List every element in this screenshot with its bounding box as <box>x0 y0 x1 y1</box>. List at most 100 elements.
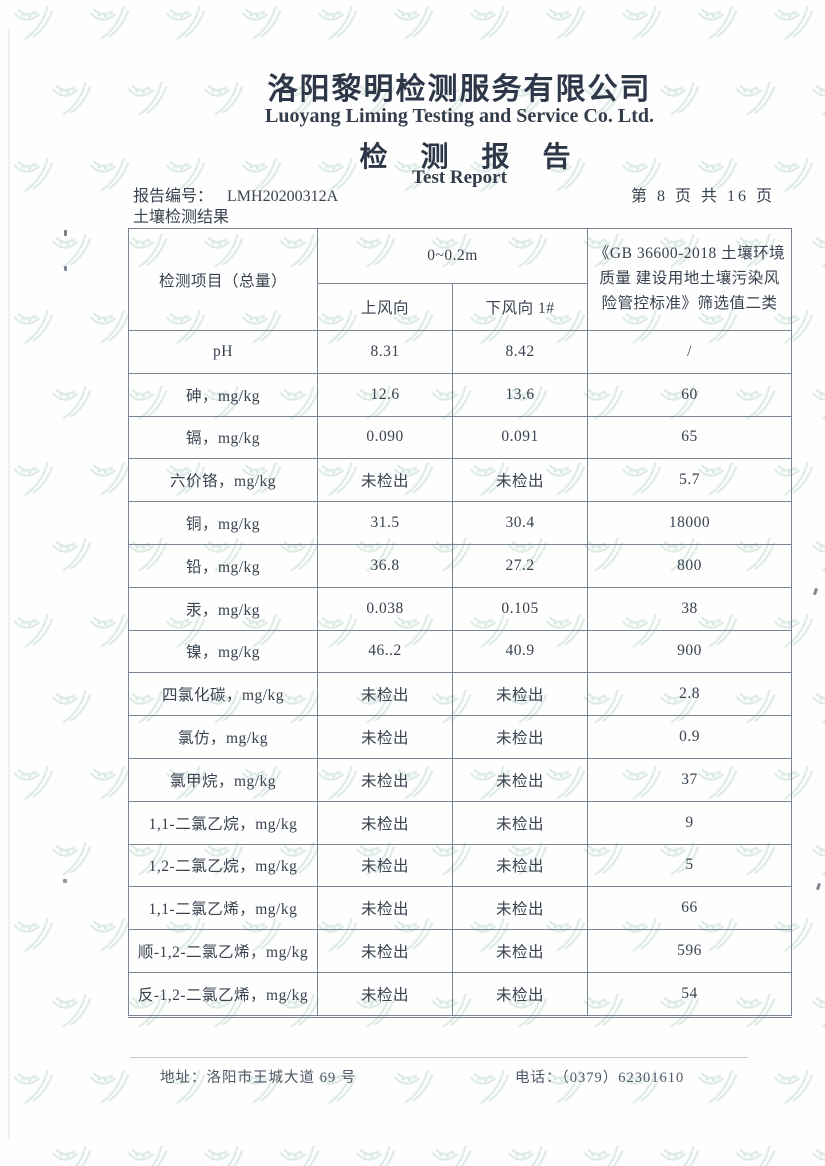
downwind-cell: 40.9 <box>451 629 589 674</box>
limit-cell: 37 <box>587 757 793 802</box>
section-title: 土壤检测结果 <box>133 209 230 226</box>
table-row: 六价铬，mg/kg 未检出 未检出 5.7 <box>128 458 793 503</box>
table-row: 铜，mg/kg 31.5 30.4 18000 <box>128 501 793 545</box>
upwind-cell: 12.6 <box>317 372 453 417</box>
upwind-cell: 未检出 <box>317 715 453 759</box>
report-number-value: LMH20200312A <box>227 188 339 205</box>
item-cell: 顺-1,2-二氯乙烯，mg/kg <box>128 929 318 973</box>
downwind-cell: 未检出 <box>451 929 589 973</box>
downwind-header: 下风向 1# <box>451 283 589 331</box>
table-row: 砷，mg/kg 12.6 13.6 60 <box>128 372 793 417</box>
limit-cell: 5.7 <box>587 458 793 503</box>
upwind-cell: 未检出 <box>317 886 453 931</box>
table-row: 顺-1,2-二氯乙烯，mg/kg 未检出 未检出 596 <box>128 929 793 973</box>
downwind-cell: 8.42 <box>451 330 589 374</box>
item-cell: 1,2-二氯乙烷，mg/kg <box>128 843 318 888</box>
downwind-cell: 30.4 <box>451 501 589 545</box>
upwind-cell: 31.5 <box>317 501 453 545</box>
limit-cell: 60 <box>587 372 793 417</box>
upwind-header: 上风向 <box>317 283 453 331</box>
downwind-cell: 27.2 <box>451 543 589 588</box>
downwind-cell: 未检出 <box>451 886 589 931</box>
footer-phone-label: 电话： <box>515 1070 562 1086</box>
downwind-cell: 未检出 <box>451 843 589 888</box>
downwind-cell: 未检出 <box>451 800 589 845</box>
table-row: 氯仿，mg/kg 未检出 未检出 0.9 <box>128 715 793 759</box>
upwind-cell: 36.8 <box>317 543 453 588</box>
item-cell: 镍，mg/kg <box>128 629 318 674</box>
limit-cell: 66 <box>587 886 793 931</box>
report-number: 报告编号： LMH20200312A <box>133 182 338 206</box>
limit-cell: / <box>587 330 793 374</box>
report-number-label: 报告编号： <box>133 188 214 205</box>
table-row: 铅，mg/kg 36.8 27.2 800 <box>128 543 793 588</box>
item-cell: 汞，mg/kg <box>128 586 318 631</box>
scan-speck <box>64 266 67 271</box>
table-row: 1,1-二氯乙烷，mg/kg 未检出 未检出 9 <box>128 800 793 845</box>
meta-row: 报告编号： LMH20200312A 第 8 页 共 16 页 <box>133 182 775 206</box>
item-cell: 砷，mg/kg <box>128 372 318 417</box>
limit-cell: 900 <box>587 629 793 674</box>
footer-phone-value: （0379）62301610 <box>561 1070 685 1086</box>
item-cell: 氯甲烷，mg/kg <box>128 757 318 802</box>
limit-cell: 0.9 <box>587 715 793 759</box>
upwind-cell: 8.31 <box>317 330 453 374</box>
limit-cell: 38 <box>587 586 793 631</box>
footer-address-label: 地址： <box>160 1070 207 1086</box>
company-name-en: Luoyang Liming Testing and Service Co. L… <box>265 105 654 127</box>
footer-divider <box>130 1057 748 1058</box>
upwind-cell: 46..2 <box>317 629 453 674</box>
table-row: 反-1,2-二氯乙烯，mg/kg 未检出 未检出 54 <box>128 971 793 1017</box>
limit-cell: 18000 <box>587 501 793 545</box>
table-row: 汞，mg/kg 0.038 0.105 38 <box>128 586 793 631</box>
scan-speck <box>64 230 67 236</box>
limit-cell: 596 <box>587 929 793 973</box>
table-row: 氯甲烷，mg/kg 未检出 未检出 37 <box>128 757 793 802</box>
limit-cell: 2.8 <box>587 672 793 717</box>
company-name-cn: 洛阳黎明检测服务有限公司 <box>267 73 652 106</box>
downwind-cell: 0.091 <box>451 415 589 460</box>
upwind-cell: 未检出 <box>317 800 453 845</box>
scan-edge-line <box>8 28 10 1140</box>
downwind-cell: 未检出 <box>451 971 589 1017</box>
upwind-cell: 未检出 <box>317 971 453 1017</box>
footer-address: 地址：洛阳市王城大道 69 号 <box>160 1066 356 1087</box>
downwind-cell: 未检出 <box>451 757 589 802</box>
item-cell: 铜，mg/kg <box>128 501 318 545</box>
footer-phone: 电话：（0379）62301610 <box>515 1066 684 1087</box>
report-title-en: Test Report <box>412 167 507 188</box>
downwind-cell: 未检出 <box>451 672 589 717</box>
upwind-cell: 未检出 <box>317 843 453 888</box>
limit-cell: 54 <box>587 971 793 1017</box>
upwind-cell: 0.038 <box>317 586 453 631</box>
table-row: 镍，mg/kg 46..2 40.9 900 <box>128 629 793 674</box>
table-row: pH 8.31 8.42/ <box>128 330 793 374</box>
item-cell: 镉，mg/kg <box>128 415 318 460</box>
limit-cell: 800 <box>587 543 793 588</box>
upwind-cell: 0.090 <box>317 415 453 460</box>
standard-column-header: 《GB 36600-2018 土壤环境质量 建设用地土壤污染风险管控标准》筛选值… <box>587 228 793 331</box>
footer-address-value: 洛阳市王城大道 69 号 <box>206 1070 357 1086</box>
limit-cell: 9 <box>587 800 793 845</box>
upwind-cell: 未检出 <box>317 757 453 802</box>
table-row: 1,2-二氯乙烷，mg/kg 未检出 未检出 5 <box>128 843 793 888</box>
downwind-cell: 未检出 <box>451 458 589 503</box>
item-cell: 四氯化碳，mg/kg <box>128 672 318 717</box>
item-cell: 氯仿，mg/kg <box>128 715 318 759</box>
results-table: 检测项目（总量） 0~0.2m 《GB 36600-2018 土壤环境质量 建设… <box>128 228 793 1018</box>
limit-cell: 5 <box>587 843 793 888</box>
item-cell: pH <box>128 330 318 374</box>
table-row: 1,1-二氯乙烯，mg/kg 未检出 未检出 66 <box>128 886 793 931</box>
item-column-header: 检测项目（总量） <box>128 228 318 331</box>
item-cell: 1,1-二氯乙烷，mg/kg <box>128 800 318 845</box>
upwind-cell: 未检出 <box>317 458 453 503</box>
downwind-cell: 未检出 <box>451 715 589 759</box>
page-indicator: 第 8 页 共 16 页 <box>630 188 775 205</box>
scan-speck <box>63 879 67 883</box>
item-cell: 六价铬，mg/kg <box>128 458 318 503</box>
report-title-cn: 检 测 报 告 <box>359 142 584 173</box>
upwind-cell: 未检出 <box>317 672 453 717</box>
limit-cell: 65 <box>587 415 793 460</box>
item-cell: 铅，mg/kg <box>128 543 318 588</box>
